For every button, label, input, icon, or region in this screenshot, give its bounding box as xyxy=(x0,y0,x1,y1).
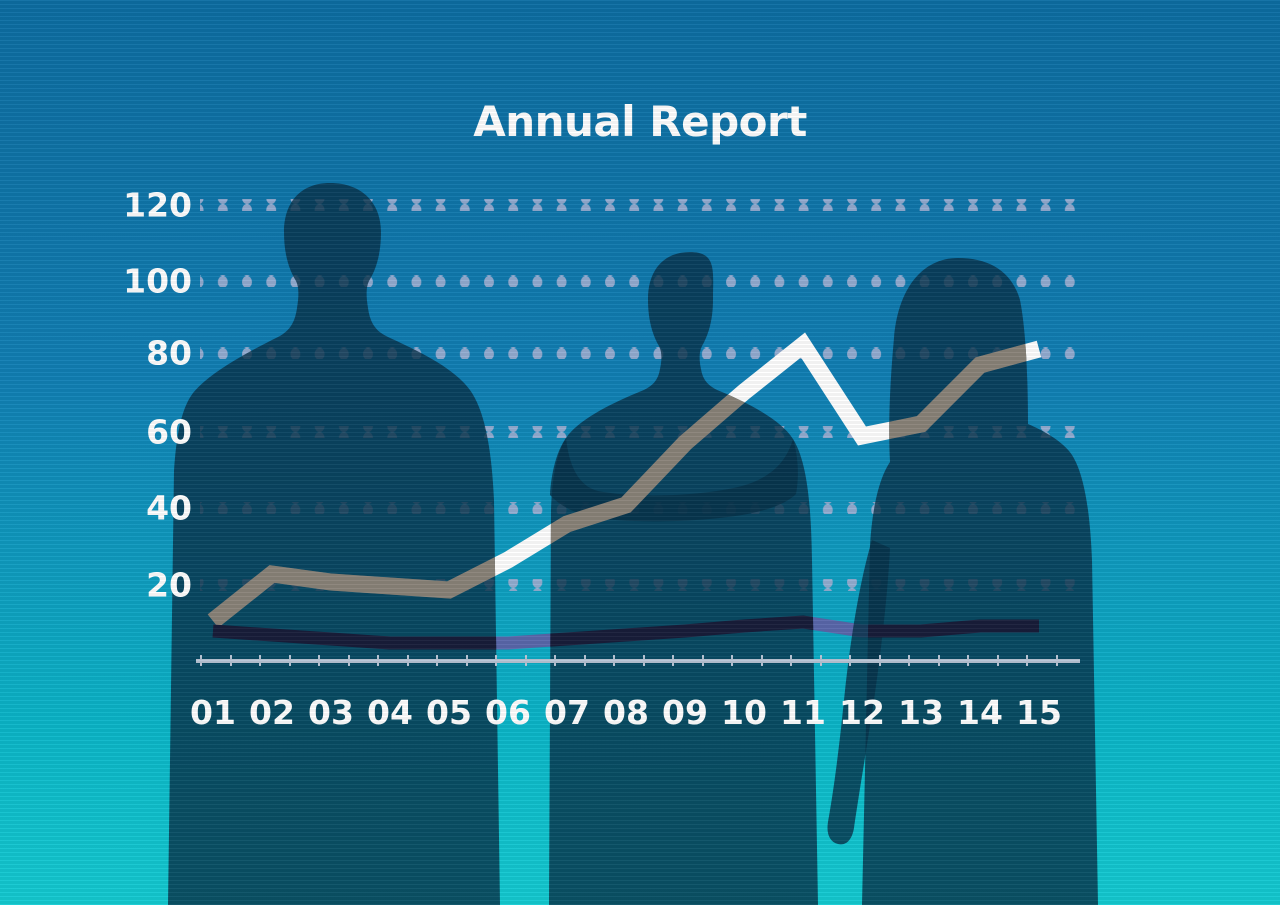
title-block: Annual Report xyxy=(0,0,1280,905)
annual-report-poster: 12010080604020 0102030405060708091011121… xyxy=(0,0,1280,905)
page-title: Annual Report xyxy=(0,97,1280,146)
